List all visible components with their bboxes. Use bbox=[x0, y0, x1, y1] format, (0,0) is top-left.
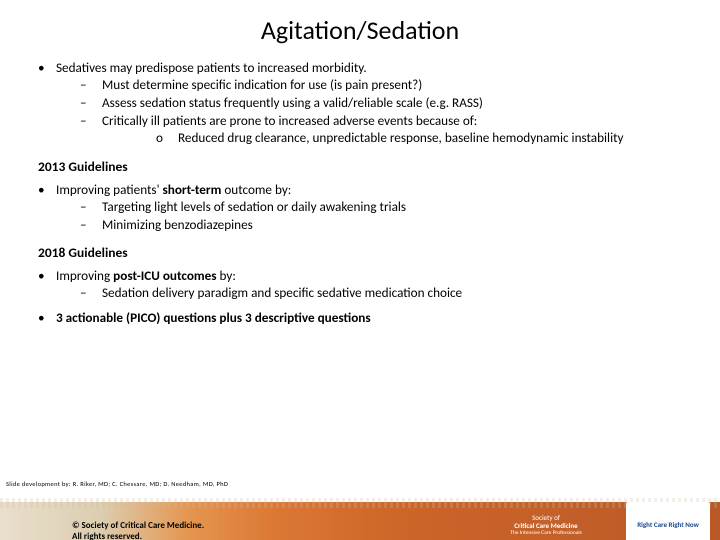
slide: Agitation/Sedation • Sedatives may predi… bbox=[0, 14, 720, 540]
bullet-level1: • Sedatives may predispose patients to i… bbox=[38, 60, 690, 148]
dash-marker: – bbox=[80, 199, 102, 216]
bullet-marker: • bbox=[38, 310, 56, 327]
bullet-level2: – Sedation delivery paradigm and specifi… bbox=[80, 285, 462, 302]
sub3-text: Reduced drug clearance, unpredictable re… bbox=[178, 130, 623, 147]
sub-text: Must determine specific indication for u… bbox=[102, 77, 422, 94]
section-heading-2013: 2013 Guidelines bbox=[38, 158, 690, 175]
lead-text: Sedatives may predispose patients to inc… bbox=[56, 59, 367, 76]
bullet-level1: • Improving patients' short-term outcome… bbox=[38, 182, 690, 235]
sccm-logo: Society of Critical Care Medicine The In… bbox=[476, 502, 616, 540]
dash-marker: – bbox=[80, 285, 102, 302]
sub-text: Assess sedation status frequently using … bbox=[102, 95, 483, 112]
text-part: Improving bbox=[56, 267, 113, 284]
bullet-marker: • bbox=[38, 268, 56, 303]
bullet-level1: • Improving post-ICU outcomes by: – Seda… bbox=[38, 268, 690, 303]
sub-text: Critically ill patients are prone to inc… bbox=[102, 113, 623, 148]
copyright-line1: © Society of Critical Care Medicine. bbox=[72, 520, 204, 531]
text-strong: post-ICU outcomes bbox=[113, 267, 216, 284]
section-heading-2018: 2018 Guidelines bbox=[38, 244, 690, 261]
bullet-text: Improving patients' short-term outcome b… bbox=[56, 182, 406, 235]
logo-line: Critical Care Medicine bbox=[510, 522, 582, 530]
slide-title: Agitation/Sedation bbox=[0, 14, 720, 46]
dash-marker: – bbox=[80, 113, 102, 148]
sub-text: Targeting light levels of sedation or da… bbox=[102, 199, 406, 216]
dash-marker: – bbox=[80, 77, 102, 94]
logo-line: The Intensive Care Professionals bbox=[510, 530, 582, 536]
bullet-level3: o Reduced drug clearance, unpredictable … bbox=[156, 130, 623, 147]
bullet-level1: • 3 actionable (PICO) questions plus 3 d… bbox=[38, 310, 690, 327]
bullet-marker: • bbox=[38, 60, 56, 148]
logo-text: Right Care Right Now bbox=[637, 521, 699, 529]
right-care-logo: Right Care Right Now bbox=[626, 502, 710, 540]
bullet-marker: • bbox=[38, 182, 56, 235]
bullet-level2: – Must determine specific indication for… bbox=[80, 77, 623, 94]
sub-lead: Critically ill patients are prone to inc… bbox=[102, 112, 477, 129]
copyright-line2: All rights reserved. bbox=[72, 531, 204, 540]
sub-text: Sedation delivery paradigm and specific … bbox=[102, 285, 462, 302]
bullet-level2: – Minimizing benzodiazepines bbox=[80, 217, 406, 234]
text-part: by: bbox=[217, 267, 236, 284]
bullet-level2: – Assess sedation status frequently usin… bbox=[80, 95, 623, 112]
circ-marker: o bbox=[156, 130, 178, 147]
bullet-text: Improving post-ICU outcomes by: – Sedati… bbox=[56, 268, 462, 303]
slide-content: • Sedatives may predispose patients to i… bbox=[0, 60, 720, 327]
slide-credits: Slide development by: R. Riker, MD; C. C… bbox=[6, 480, 228, 488]
footer: © Society of Critical Care Medicine. All… bbox=[0, 496, 720, 540]
dash-marker: – bbox=[80, 95, 102, 112]
dash-marker: – bbox=[80, 217, 102, 234]
text-part: outcome by: bbox=[221, 181, 291, 198]
copyright: © Society of Critical Care Medicine. All… bbox=[72, 520, 204, 540]
bullet-text-strong: 3 actionable (PICO) questions plus 3 des… bbox=[56, 310, 371, 327]
bullet-level2: – Targeting light levels of sedation or … bbox=[80, 199, 406, 216]
text-part: Improving patients' bbox=[56, 181, 162, 198]
sub-text: Minimizing benzodiazepines bbox=[102, 217, 253, 234]
bullet-level2: – Critically ill patients are prone to i… bbox=[80, 113, 623, 148]
bullet-text: Sedatives may predispose patients to inc… bbox=[56, 60, 623, 148]
text-strong: short-term bbox=[162, 181, 221, 198]
